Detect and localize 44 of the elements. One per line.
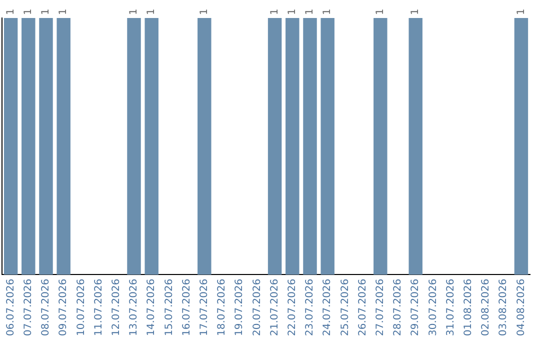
data-label: 1 [146,8,158,15]
data-label: 1 [374,8,386,15]
x-tick-label: 17.07.2026 [198,278,210,336]
x-tick-label: 15.07.2026 [164,278,175,336]
x-tick-label: 04.08.2026 [516,278,527,336]
x-tick-label: 28.07.2026 [392,278,404,336]
data-label: 1 [198,8,210,15]
x-tick-label: 22.07.2026 [286,278,298,336]
data-label: 1 [410,8,422,15]
x-tick-label: 02.08.2026 [480,278,492,336]
data-label: 1 [128,8,140,15]
data-label: 1 [286,8,298,15]
data-label: 1 [304,8,316,15]
x-tick-label: 08.07.2026 [40,278,52,336]
data-label: 1 [40,8,52,15]
x-tick-label: 12.07.2026 [110,278,122,336]
data-label: 1 [58,8,70,15]
x-tick-label: 26.07.2026 [357,278,368,336]
data-label: 1 [516,8,527,15]
x-tick-label: 25.07.2026 [340,278,351,336]
x-tick-label: 21.07.2026 [269,278,280,336]
x-tick-label: 10.07.2026 [76,278,87,336]
x-tick-label: 11.07.2026 [93,278,104,336]
x-tick-label: 14.07.2026 [146,278,158,336]
x-tick-label: 13.07.2026 [128,278,140,336]
data-label: 1 [5,8,16,15]
x-tick-label: 24.07.2026 [322,278,334,336]
x-tick-label: 09.07.2026 [58,278,70,336]
x-tick-label: 18.07.2026 [216,278,228,336]
x-tick-label: 30.07.2026 [428,278,439,336]
data-label: 1 [269,8,280,15]
x-tick-label: 03.08.2026 [498,278,510,336]
x-tick-label: 27.07.2026 [374,278,386,336]
x-tick-label: 06.07.2026 [5,278,16,336]
x-tick-label: 31.07.2026 [445,278,456,336]
x-tick-label: 29.07.2026 [410,278,422,336]
x-tick-label: 16.07.2026 [181,278,192,336]
x-tick-label: 19.07.2026 [234,278,246,336]
x-tick-label: 23.07.2026 [304,278,316,336]
data-label: 1 [322,8,334,15]
x-tick-label: 07.07.2026 [22,278,34,336]
x-tick-label: 01.08.2026 [462,278,474,336]
data-label: 1 [22,8,34,15]
x-tick-label: 20.07.2026 [252,278,263,336]
